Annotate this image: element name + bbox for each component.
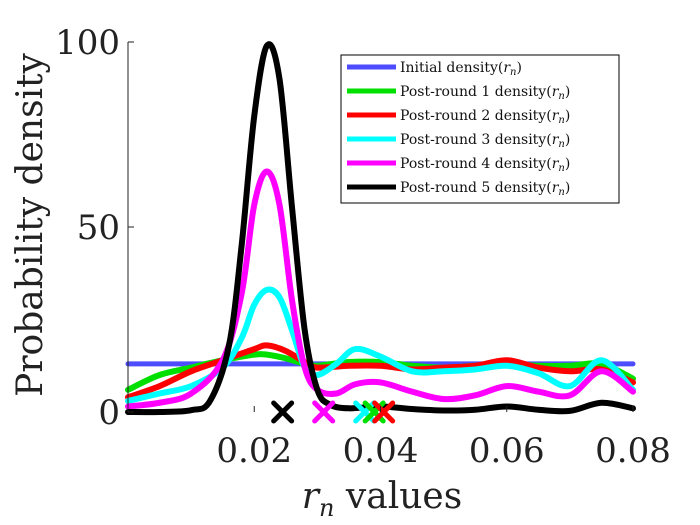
legend-label: Post-round 2 density(rn) xyxy=(400,108,570,126)
y-tick-label: 100 xyxy=(55,23,120,63)
legend-entries: Initial density(rn) Post-round 1 density(… xyxy=(347,60,570,198)
x-tick-label: 0.02 xyxy=(216,431,292,471)
x-marker xyxy=(372,400,396,424)
legend-entry: Initial density(rn) xyxy=(347,60,522,78)
legend-entry: Post-round 5 density(rn) xyxy=(347,180,570,198)
legend-entry: Post-round 2 density(rn) xyxy=(347,108,570,126)
legend-box xyxy=(340,54,620,204)
y-tick-label: 50 xyxy=(77,208,120,248)
legend-label: Initial density(rn) xyxy=(400,60,522,78)
x-marker xyxy=(312,400,336,424)
series-line-round-2 xyxy=(125,342,636,401)
legend-label: Post-round 4 density(rn) xyxy=(400,156,570,174)
x-axis-label: rn values xyxy=(302,476,462,522)
legend-entry: Post-round 1 density(rn) xyxy=(347,84,570,102)
y-ticks: 0 50 100 xyxy=(55,23,134,433)
x-axis-label-rest: values xyxy=(334,476,462,517)
x-axis-label-subscript: n xyxy=(319,494,334,522)
legend-label: Post-round 1 density(rn) xyxy=(400,84,570,102)
x-ticks: 0.02 0.04 0.06 0.08 xyxy=(216,406,671,471)
legend-entry: Post-round 3 density(rn) xyxy=(347,132,570,150)
marker-layer xyxy=(271,400,396,424)
series-line-round-3 xyxy=(125,286,636,404)
legend-label: Post-round 3 density(rn) xyxy=(400,132,570,150)
legend-label: Post-round 5 density(rn) xyxy=(400,180,570,198)
y-tick-label: 0 xyxy=(98,393,120,433)
legend-entry: Post-round 4 density(rn) xyxy=(347,156,570,174)
x-tick-label: 0.06 xyxy=(469,431,545,471)
legend: Initial density(rn) Post-round 1 density(… xyxy=(340,54,620,204)
y-axis-label: Probability density xyxy=(10,52,51,396)
x-marker xyxy=(271,400,295,424)
x-tick-label: 0.08 xyxy=(595,431,671,471)
x-axis-label-var: r xyxy=(302,476,321,517)
plot-area: 0 50 100 0.02 0.04 0.06 0.08 xyxy=(55,23,671,471)
x-tick-label: 0.04 xyxy=(343,431,419,471)
